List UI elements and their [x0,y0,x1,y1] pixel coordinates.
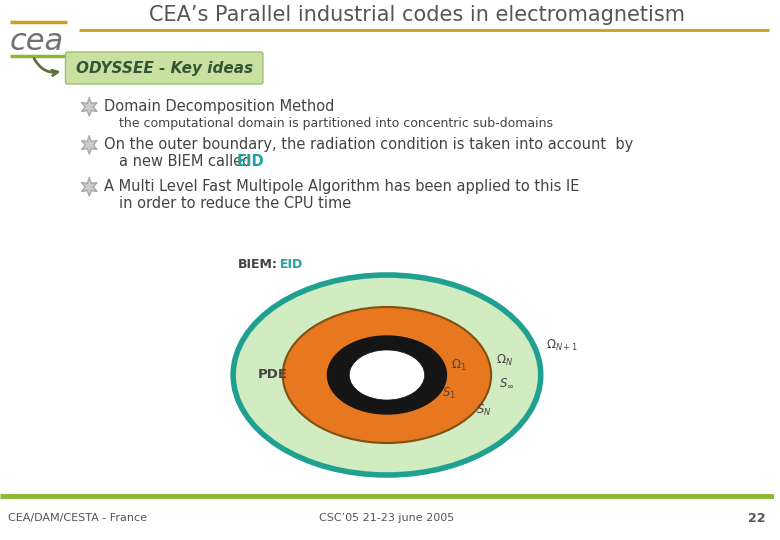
Polygon shape [82,136,97,154]
Text: On the outer boundary, the radiation condition is taken into account  by: On the outer boundary, the radiation con… [105,138,633,152]
Text: Domain Decomposition Method: Domain Decomposition Method [105,99,335,114]
FancyBboxPatch shape [66,52,263,84]
Text: ODYSSEE - Key ideas: ODYSSEE - Key ideas [76,60,253,76]
Text: EID: EID [236,154,264,170]
Text: $\Omega_1$: $\Omega_1$ [452,357,467,373]
Ellipse shape [233,275,541,475]
Text: a new BIEM called: a new BIEM called [119,154,261,170]
Text: $\Omega_N$: $\Omega_N$ [496,353,513,368]
Text: $S_N$: $S_N$ [477,402,491,417]
Text: the computational domain is partitioned into concentric sub-domains: the computational domain is partitioned … [119,117,553,130]
Text: CEA/DAM/CESTA - France: CEA/DAM/CESTA - France [8,513,147,523]
Text: in order to reduce the CPU time: in order to reduce the CPU time [119,195,351,211]
Text: $S_1$: $S_1$ [441,386,456,401]
Text: cea: cea [10,28,64,57]
Text: A Multi Level Fast Multipole Algorithm has been applied to this IE: A Multi Level Fast Multipole Algorithm h… [105,179,580,194]
Text: CEA’s Parallel industrial codes in electromagnetism: CEA’s Parallel industrial codes in elect… [149,5,685,25]
Polygon shape [82,178,97,196]
Text: $\Omega_{N+1}$: $\Omega_{N+1}$ [546,338,577,353]
Text: BIEM:: BIEM: [238,259,278,272]
Ellipse shape [283,307,491,443]
Text: EID: EID [280,259,303,272]
Text: 22: 22 [749,511,766,524]
Text: PDE: PDE [258,368,288,381]
Text: $S_\infty$: $S_\infty$ [499,376,515,389]
Text: CSC’05 21-23 june 2005: CSC’05 21-23 june 2005 [319,513,455,523]
Ellipse shape [328,336,446,414]
Ellipse shape [349,350,424,400]
Polygon shape [82,98,97,116]
